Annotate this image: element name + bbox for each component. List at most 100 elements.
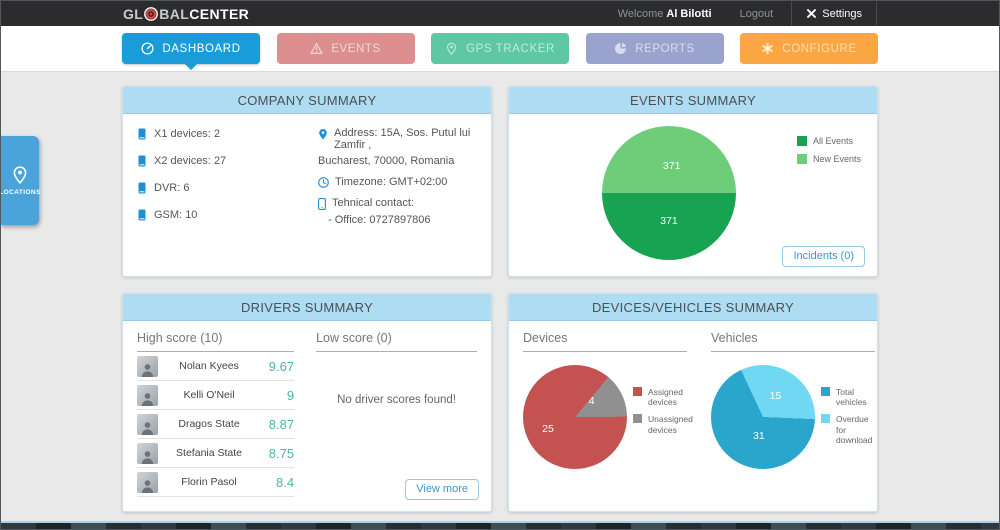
address-line2: Bucharest, 70000, Romania bbox=[318, 155, 455, 167]
welcome-text: Welcome Al Bilotti bbox=[618, 8, 712, 20]
legend-swatch bbox=[633, 387, 642, 396]
new-events-value: 371 bbox=[662, 160, 681, 173]
low-score-title: Low score (0) bbox=[316, 331, 477, 352]
device-count-row: DVR: 6 bbox=[138, 181, 318, 194]
events-pie-chart: 371 371 bbox=[602, 126, 736, 260]
driver-name: Stefania State bbox=[176, 447, 243, 459]
mobile-device-icon bbox=[138, 128, 146, 140]
username: Al Bilotti bbox=[666, 7, 712, 20]
welcome-label: Welcome bbox=[617, 7, 664, 20]
events-summary-body: 371 371 All Events New Events Incid bbox=[509, 114, 877, 277]
driver-row: Kelli O'Neil 9 bbox=[137, 381, 295, 410]
tab-reports[interactable]: REPORTS bbox=[585, 33, 724, 64]
device-label: X2 devices: bbox=[154, 154, 211, 167]
top-bar-right: Welcome Al Bilotti Logout Settings bbox=[618, 1, 877, 26]
clock-icon bbox=[318, 177, 329, 188]
legend-swatch bbox=[821, 414, 830, 424]
driver-score: 8.4 bbox=[275, 474, 295, 490]
address-line1: Address: 15A, Sos. Putul lui Zamfir , bbox=[334, 127, 471, 151]
contact-label: Tehnical contact: bbox=[332, 197, 414, 209]
company-summary-body: X1 devices: 2 X2 devices: 27 DVR: 6 bbox=[123, 114, 491, 235]
view-more-button[interactable]: View more bbox=[405, 479, 479, 500]
device-label: DVR: bbox=[154, 181, 181, 194]
legend-swatch bbox=[821, 387, 830, 396]
logo-text-bal: BAL bbox=[159, 5, 190, 22]
contact-office: - Office: 0727897806 bbox=[328, 214, 431, 226]
driver-score: 9 bbox=[286, 387, 295, 403]
driver-score: 8.87 bbox=[268, 416, 295, 432]
content-area: COMPANY SUMMARY X1 devices: 2 X2 devices… bbox=[1, 72, 999, 521]
logout-link[interactable]: Logout bbox=[739, 7, 774, 20]
high-score-title: High score (10) bbox=[137, 331, 295, 352]
legend-swatch bbox=[796, 136, 807, 146]
settings-button[interactable]: Settings bbox=[791, 1, 877, 26]
legend-item: Assigned devices bbox=[633, 387, 689, 407]
vehicles-pie-chart: 15 31 bbox=[711, 365, 815, 469]
driver-row: Florin Pasol 8.4 bbox=[137, 468, 295, 497]
nav-bar: DASHBOARD EVENTS GPS TRACKER bbox=[1, 26, 999, 72]
mobile-device-icon bbox=[138, 155, 146, 167]
devices-vehicles-panel: DEVICES/VEHICLES SUMMARY Devices 25 4 bbox=[508, 293, 878, 512]
contact-block: Tehnical contact: - Office: 0727897806 bbox=[318, 197, 476, 226]
legend-swatch bbox=[796, 153, 807, 164]
vehicles-legend: Total vehicles Overdue for download bbox=[821, 365, 875, 469]
tab-dashboard-label: DASHBOARD bbox=[162, 42, 241, 55]
driver-name: Kelli O'Neil bbox=[183, 389, 235, 401]
contact-phone-icon bbox=[318, 198, 326, 210]
location-pin-icon bbox=[13, 165, 27, 184]
driver-score: 8.75 bbox=[268, 445, 295, 461]
tab-dashboard[interactable]: DASHBOARD bbox=[122, 33, 260, 71]
devices-vehicles-body: Devices 25 4 Assigned devices bbox=[509, 321, 877, 469]
driver-avatar bbox=[137, 355, 158, 377]
logo-text-gl: GL bbox=[123, 5, 144, 22]
vehicles-section: Vehicles 15 31 Total vehicles bbox=[711, 331, 875, 469]
events-legend: All Events New Events bbox=[796, 136, 861, 172]
footer-strip bbox=[1, 521, 999, 529]
legend-swatch bbox=[633, 414, 642, 424]
legend-label: All Events bbox=[812, 136, 853, 146]
driver-name: Florin Pasol bbox=[181, 476, 237, 488]
unassigned-devices-value: 4 bbox=[588, 395, 595, 408]
device-value: 27 bbox=[213, 154, 227, 167]
incidents-button[interactable]: Incidents (0) bbox=[782, 246, 865, 267]
driver-avatar bbox=[137, 413, 158, 435]
logo-text-center: CENTER bbox=[189, 5, 250, 22]
driver-name: Dragos State bbox=[178, 418, 240, 430]
driver-row: Stefania State 8.75 bbox=[137, 439, 295, 468]
legend-item: All Events bbox=[796, 136, 861, 147]
locations-side-tab[interactable]: LOCATIONS bbox=[1, 136, 40, 225]
legend-label: Assigned devices bbox=[648, 387, 683, 408]
timezone-text: Timezone: GMT+02:00 bbox=[335, 176, 448, 188]
driver-score: 9.67 bbox=[268, 358, 295, 374]
tab-events-label: EVENTS bbox=[331, 42, 381, 55]
devices-pie-chart: 25 4 bbox=[523, 365, 627, 469]
tab-events[interactable]: EVENTS bbox=[276, 33, 415, 64]
tab-gps-tracker[interactable]: GPS TRACKER bbox=[431, 33, 569, 64]
device-label: X1 devices: bbox=[154, 127, 211, 140]
device-label: GSM: bbox=[154, 208, 183, 221]
pie-chart-icon bbox=[615, 42, 627, 54]
active-tab-pointer bbox=[183, 55, 199, 71]
overdue-vehicles-value: 15 bbox=[769, 390, 782, 403]
device-value: 10 bbox=[185, 208, 198, 221]
app-logo: GL BAL CENTER bbox=[123, 6, 249, 22]
device-count-row: X1 devices: 2 bbox=[138, 127, 318, 140]
drivers-summary-title: DRIVERS SUMMARY bbox=[123, 294, 491, 321]
map-pin-icon bbox=[447, 42, 457, 55]
tab-configure[interactable]: CONFIGURE bbox=[740, 33, 878, 64]
legend-label: Overdue for download bbox=[836, 414, 873, 445]
gear-icon bbox=[762, 42, 774, 55]
drivers-summary-panel: DRIVERS SUMMARY High score (10) Nolan Ky… bbox=[122, 293, 492, 512]
driver-row: Nolan Kyees 9.67 bbox=[137, 352, 295, 381]
company-summary-panel: COMPANY SUMMARY X1 devices: 2 X2 devices… bbox=[122, 86, 492, 277]
tools-icon bbox=[807, 9, 817, 18]
legend-label: New Events bbox=[812, 153, 861, 164]
events-summary-title: EVENTS SUMMARY bbox=[509, 87, 877, 114]
address-pin-icon bbox=[319, 129, 327, 140]
company-summary-title: COMPANY SUMMARY bbox=[123, 87, 491, 114]
settings-label: Settings bbox=[822, 7, 862, 20]
legend-item: Total vehicles bbox=[821, 387, 875, 407]
no-scores-text: No driver scores found! bbox=[337, 394, 456, 406]
low-score-column: Low score (0) No driver scores found! bbox=[316, 331, 477, 497]
